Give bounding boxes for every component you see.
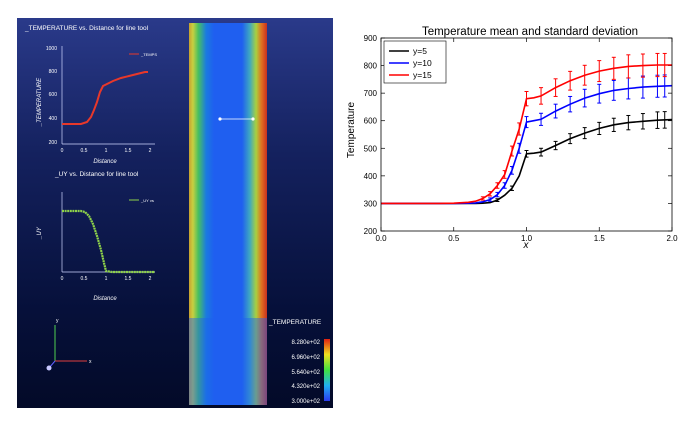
plot2-curve (62, 209, 155, 274)
chart-svg: Temperature mean and standard deviation … (346, 26, 678, 251)
y-tick-label: 700 (364, 89, 378, 98)
plot-frame (380, 37, 673, 232)
axis-x-label: x (89, 359, 92, 365)
legend-box (383, 40, 447, 84)
plot2-xtick: 1.5 (125, 276, 132, 282)
plot1-ytick: 800 (49, 69, 58, 75)
colorbar-label: 8.280e+02 (291, 340, 320, 346)
plot1-xtick: 1 (105, 148, 108, 154)
plot2-axes (61, 192, 155, 273)
temperature-field-lower (189, 318, 267, 405)
plot1-xtick: 2 (149, 148, 152, 154)
series-line-y=15 (381, 64, 672, 205)
chart-ylabel: Temperature (346, 101, 357, 158)
x-tick-label: 1.0 (521, 234, 533, 243)
axis-y-label: y (56, 318, 59, 324)
axes-orientation-widget (46, 325, 87, 371)
plot1-ytick: 400 (49, 116, 58, 122)
plot1-ytick: 1000 (46, 46, 57, 52)
plot1-xtick: 0 (61, 148, 64, 154)
chart-xlabel: x (523, 240, 530, 251)
plot1-ytick: 600 (49, 92, 58, 98)
legend-label: y=5 (413, 46, 427, 56)
line-probe-tool[interactable] (218, 117, 255, 121)
plot2-xlabel: Distance (93, 296, 117, 302)
plot1-xlabel: Distance (93, 159, 117, 165)
x-tick-label: 0.5 (448, 234, 460, 243)
y-tick-label: 600 (364, 117, 378, 126)
plot1-curve (62, 71, 148, 125)
colorbar-label: 5.640e+02 (291, 370, 320, 376)
visualization-canvas: _TEMPERATURE vs. Distance for line tool … (24, 23, 330, 405)
x-tick-label: 0.0 (375, 234, 387, 243)
plot2-xtick: 1 (105, 276, 108, 282)
colorbar-label: 4.320e+02 (291, 384, 320, 390)
plot1-ylabel: _TEMPERATURE (37, 77, 43, 127)
plot1-ytick: 200 (49, 140, 58, 146)
plot2-xtick: 2 (149, 276, 152, 282)
plot2-xtick: 0.5 (81, 276, 88, 282)
temperature-chart: Temperature mean and standard deviation … (340, 18, 690, 258)
y-tick-label: 900 (364, 34, 378, 43)
temperature-field (189, 23, 267, 405)
plot1-title: _TEMPERATURE vs. Distance for line tool (24, 25, 149, 32)
y-tick-label: 800 (364, 62, 378, 71)
legend-label: y=15 (413, 70, 432, 80)
plot2-title: _UY vs. Distance for line tool (54, 171, 139, 178)
plot1-axes (61, 46, 155, 145)
plot2-legend: _UY vs (140, 198, 154, 203)
colorbar-label: 3.000e+02 (291, 399, 320, 405)
y-tick-label: 200 (364, 227, 378, 236)
y-tick-label: 400 (364, 172, 378, 181)
x-tick-label: 1.5 (594, 234, 606, 243)
plot1-xtick: 0.5 (81, 148, 88, 154)
legend-label: y=10 (413, 58, 432, 68)
series-line-y=5 (381, 118, 673, 205)
colorbar (324, 339, 330, 401)
colorbar-label: 6.960e+02 (291, 355, 320, 361)
plot2-ylabel: _UY (37, 226, 43, 240)
plot2-xtick: 0 (61, 276, 64, 282)
chart-title: Temperature mean and standard deviation (422, 26, 638, 38)
visualization-panel: _TEMPERATURE vs. Distance for line tool … (17, 18, 333, 408)
plot1-legend: _TEMPS (140, 52, 157, 57)
colorbar-title: _TEMPERATURE (268, 319, 322, 326)
y-tick-label: 300 (364, 199, 378, 208)
x-tick-label: 2.0 (666, 234, 678, 243)
y-tick-label: 500 (364, 144, 378, 153)
plot1-xtick: 1.5 (125, 148, 132, 154)
